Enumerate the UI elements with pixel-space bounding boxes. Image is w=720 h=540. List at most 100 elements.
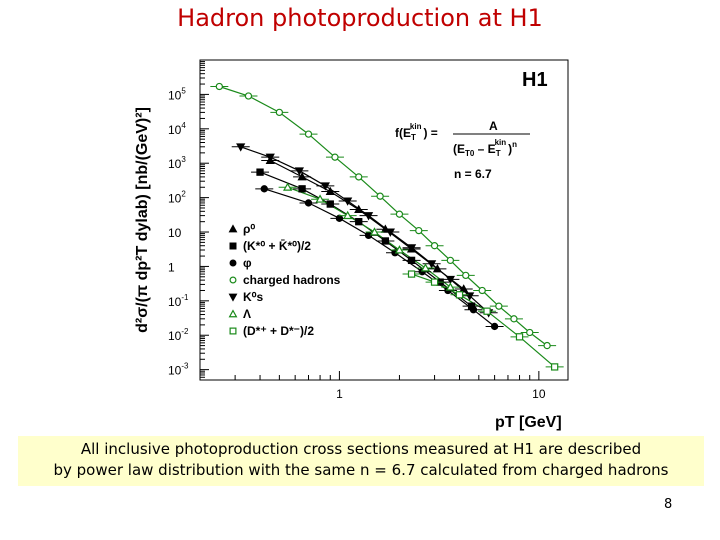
data-point	[407, 256, 416, 265]
data-point	[304, 199, 313, 207]
fit-curve	[264, 188, 495, 327]
legend-label: (K*⁰ + K̄*⁰)/2	[243, 239, 311, 253]
data-point	[294, 167, 305, 176]
legend-marker	[229, 276, 237, 284]
data-point	[543, 341, 551, 350]
caption-box: All inclusive photoproduction cross sect…	[18, 436, 704, 486]
y-tick-label: 10-3	[168, 362, 189, 378]
data-point	[394, 245, 405, 254]
data-point	[395, 210, 404, 218]
data-point	[478, 286, 486, 295]
data-point	[430, 278, 439, 286]
legend-marker	[228, 224, 238, 233]
data-point	[459, 284, 469, 293]
fit-curve	[240, 146, 490, 314]
data-point	[297, 172, 307, 181]
y-tick-label: 10-2	[168, 327, 189, 343]
data-point	[331, 153, 339, 161]
data-point	[275, 108, 284, 117]
y-tick-label: 105	[168, 86, 186, 102]
data-point	[550, 363, 559, 371]
data-point	[315, 194, 325, 203]
x-tick-label: 1	[336, 387, 343, 401]
y-tick-label: 104	[168, 121, 186, 137]
data-point	[469, 306, 478, 314]
data-point	[236, 143, 246, 152]
data-point	[381, 237, 390, 245]
data-point	[260, 185, 268, 193]
y-tick-label: 102	[168, 190, 186, 206]
data-point	[495, 302, 503, 310]
data-point	[427, 260, 437, 269]
data-point	[335, 214, 344, 222]
data-points	[210, 82, 564, 371]
x-tick-label: 10	[532, 387, 546, 401]
slide-title: Hadron photoproduction at H1	[177, 4, 543, 32]
data-point	[369, 227, 380, 236]
legend-label: K⁰s	[243, 290, 263, 304]
data-point	[420, 263, 431, 272]
data-point	[483, 307, 491, 315]
data-point	[354, 204, 364, 214]
data-point	[304, 130, 313, 138]
legend-label: ρ⁰	[243, 222, 255, 236]
data-point	[385, 228, 395, 237]
svg-text:f(ETkin) =: f(ETkin) =	[395, 122, 438, 142]
h1-logo: H1	[522, 69, 548, 91]
formula: f(ETkin) = A (ET0 – ETkin)n n = 6.7	[395, 119, 530, 181]
data-point	[376, 192, 384, 200]
data-point	[326, 200, 334, 208]
svg-text:n = 6.7: n = 6.7	[454, 167, 492, 181]
data-point	[515, 333, 524, 341]
data-point	[406, 244, 417, 253]
legend: ρ⁰ (K*⁰ + K̄*⁰)/2 φ charged hadrons K⁰s Λ (D*⁺…	[228, 222, 341, 338]
data-point	[445, 275, 455, 285]
data-point	[446, 256, 455, 265]
data-point	[355, 218, 363, 226]
legend-marker	[229, 259, 237, 267]
data-point	[415, 226, 423, 235]
svg-text:A: A	[489, 119, 498, 133]
data-point	[526, 328, 534, 337]
legend-label: (D*⁺ + D*⁻)/2	[243, 324, 314, 338]
data-point	[462, 271, 470, 280]
data-point	[407, 270, 416, 278]
data-point	[355, 173, 363, 181]
data-point	[490, 322, 499, 331]
data-point	[283, 182, 293, 191]
data-point	[320, 182, 330, 191]
y-tick-label: 10	[168, 226, 182, 240]
y-tick-label: 103	[168, 155, 186, 171]
data-point	[343, 210, 353, 220]
caption-line-1: All inclusive photoproduction cross sect…	[80, 440, 642, 458]
x-axis-label: pT [GeV]	[495, 414, 562, 431]
legend-label: φ	[243, 256, 252, 270]
legend-marker	[228, 293, 238, 302]
x-axis: 1 10	[199, 371, 546, 401]
y-tick-label: 1	[168, 260, 175, 274]
data-point	[265, 153, 275, 162]
data-point	[445, 282, 455, 291]
data-point	[244, 92, 253, 100]
caption-line-2: by power law distribution with the same …	[53, 461, 669, 479]
data-point	[432, 264, 443, 273]
page-number: 8	[664, 497, 673, 512]
data-point	[256, 168, 264, 176]
data-point	[363, 212, 374, 221]
legend-marker	[229, 327, 237, 335]
y-tick-label: 10-1	[168, 293, 189, 309]
y-axis-label: d²σ/(π dp²T dylab) [nb/(GeV)²]	[134, 107, 151, 333]
legend-label: charged hadrons	[243, 273, 341, 287]
legend-marker	[228, 309, 238, 318]
data-point	[455, 291, 464, 299]
data-point	[510, 315, 518, 323]
data-point	[430, 242, 439, 250]
data-point	[215, 82, 223, 91]
data-point	[325, 186, 335, 196]
data-point	[298, 185, 306, 193]
data-point	[343, 197, 353, 206]
legend-marker	[229, 242, 237, 250]
plot-frame	[199, 59, 569, 381]
